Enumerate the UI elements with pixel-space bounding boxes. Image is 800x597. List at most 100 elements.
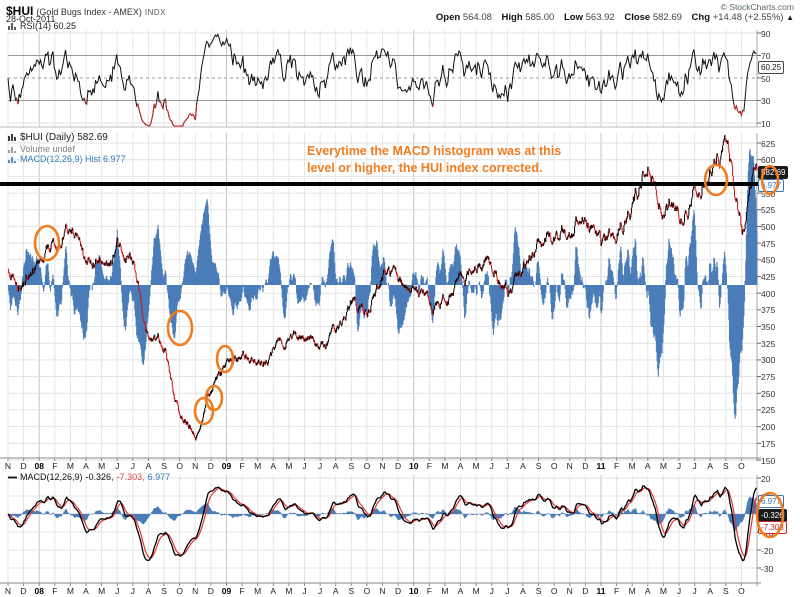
month-label: D bbox=[20, 586, 27, 596]
hist-value-badge: 6.977 bbox=[758, 179, 785, 192]
month-label: 08 bbox=[34, 586, 44, 596]
month-label: S bbox=[722, 461, 729, 471]
close-label: Close bbox=[624, 12, 651, 23]
symbol-name: (Gold Bugs Index - AMEX) bbox=[36, 7, 142, 17]
month-label: O bbox=[550, 586, 558, 596]
y-axis-label: 625 bbox=[761, 138, 776, 149]
month-label: O bbox=[363, 586, 371, 596]
month-label: J bbox=[692, 586, 697, 596]
y-axis-label: 50 bbox=[761, 73, 771, 84]
y-axis-label: 150 bbox=[761, 455, 776, 466]
month-label: J bbox=[317, 461, 323, 471]
month-label: J bbox=[489, 586, 494, 596]
month-label: 08 bbox=[34, 461, 44, 471]
price-value-badge: 582.69 bbox=[758, 166, 789, 179]
month-label: D bbox=[582, 586, 589, 596]
month-label: 11 bbox=[596, 461, 606, 471]
month-label: A bbox=[457, 461, 464, 471]
month-label: A bbox=[644, 461, 651, 471]
month-label: J bbox=[130, 461, 135, 471]
month-label: N bbox=[379, 586, 386, 596]
rsi-value-badge: 60.25 bbox=[758, 61, 785, 74]
month-label: O bbox=[738, 461, 745, 471]
month-label: A bbox=[270, 586, 277, 596]
month-label: D bbox=[207, 586, 214, 596]
month-label: M bbox=[285, 461, 293, 471]
month-label: M bbox=[254, 586, 262, 596]
y-axis-label: -20 bbox=[761, 545, 774, 556]
month-axis-bottom: N D 08 F M A M J J A S O N D 09 F M A M J J A S O N D 10 F M A M J J A S O N… bbox=[0, 586, 800, 596]
indicator-icon bbox=[8, 22, 17, 31]
month-label: M bbox=[441, 461, 449, 471]
month-label: J bbox=[676, 461, 682, 471]
month-label: 10 bbox=[408, 461, 419, 471]
rsi-legend-label: RSI(14) 60.25 bbox=[20, 21, 77, 31]
month-label: 09 bbox=[221, 461, 232, 471]
month-axis: N D 08 F M A M J J A S O N D 09 F M A M J J A S O N D 10 F M A M J J A S O N… bbox=[0, 461, 800, 471]
macd-hist-legend: MACD(12,26,9) Hist 6.977 bbox=[8, 154, 126, 164]
quote-bar: Open 564.08 High 585.00 Low 563.92 Close… bbox=[429, 12, 794, 23]
copyright-link[interactable]: © StockCharts.com bbox=[720, 2, 794, 12]
y-axis-label: 200 bbox=[761, 422, 776, 433]
volume-legend: Volume undef bbox=[8, 144, 75, 154]
month-label: S bbox=[535, 586, 542, 596]
month-label: M bbox=[628, 586, 636, 596]
month-label: S bbox=[348, 586, 355, 596]
open-value: 564.08 bbox=[462, 12, 492, 23]
month-label: O bbox=[176, 586, 183, 596]
y-axis-label: 225 bbox=[761, 405, 776, 416]
macd-value: -0.326, bbox=[85, 472, 114, 482]
month-label: D bbox=[207, 461, 214, 471]
month-label: J bbox=[130, 586, 135, 596]
month-label: M bbox=[98, 461, 106, 471]
y-axis-label: -30 bbox=[761, 563, 774, 574]
rsi-legend: RSI(14) 60.25 bbox=[8, 21, 76, 31]
high-value: 585.00 bbox=[525, 12, 555, 23]
month-label: A bbox=[332, 461, 339, 471]
y-axis-label: 175 bbox=[761, 438, 776, 449]
y-axis-label: 600 bbox=[761, 155, 776, 166]
y-axis-label: 90 bbox=[761, 28, 771, 39]
month-label: A bbox=[332, 586, 339, 596]
month-label: A bbox=[145, 586, 152, 596]
month-label: J bbox=[302, 461, 307, 471]
indicator-icon bbox=[8, 155, 17, 164]
close-value: 582.69 bbox=[652, 12, 682, 23]
price-series-down bbox=[8, 135, 758, 441]
macd-legend: MACD(12,26,9) -0.326, -7.303, 6.977 bbox=[8, 472, 170, 482]
y-axis-label: 425 bbox=[761, 271, 776, 282]
month-label: M bbox=[254, 461, 262, 471]
low-value: 563.92 bbox=[585, 12, 615, 23]
month-label: N bbox=[4, 586, 12, 596]
month-label: N bbox=[192, 461, 199, 471]
line-swatch-icon bbox=[8, 473, 17, 482]
y-axis-label: 300 bbox=[761, 355, 776, 366]
month-label: N bbox=[379, 461, 386, 471]
month-label: F bbox=[239, 586, 245, 596]
month-label: A bbox=[644, 586, 651, 596]
y-axis-label: 350 bbox=[761, 322, 776, 333]
y-axis-label: 450 bbox=[761, 255, 776, 266]
month-label: J bbox=[676, 586, 682, 596]
month-label: D bbox=[395, 461, 402, 471]
month-label: S bbox=[535, 461, 542, 471]
month-label: A bbox=[520, 586, 526, 596]
rsi-line-oversold bbox=[16, 98, 745, 127]
rsi-line bbox=[7, 33, 757, 127]
month-label: A bbox=[707, 586, 714, 596]
y-axis-label: 500 bbox=[761, 221, 776, 232]
month-label: A bbox=[457, 586, 464, 596]
month-label: M bbox=[659, 461, 667, 471]
month-label: S bbox=[161, 461, 167, 471]
month-label: M bbox=[472, 461, 480, 471]
month-label: F bbox=[52, 461, 58, 471]
macd-line bbox=[7, 485, 757, 562]
high-label: High bbox=[501, 12, 523, 23]
month-label: M bbox=[472, 586, 480, 596]
month-label: A bbox=[707, 461, 714, 471]
volume-legend-label: Volume undef bbox=[20, 144, 76, 154]
macd-hist-legend-label: MACD(12,26,9) Hist 6.977 bbox=[20, 154, 126, 164]
month-label: F bbox=[613, 586, 620, 596]
price-legend-label: $HUI (Daily) 582.69 bbox=[20, 132, 108, 143]
